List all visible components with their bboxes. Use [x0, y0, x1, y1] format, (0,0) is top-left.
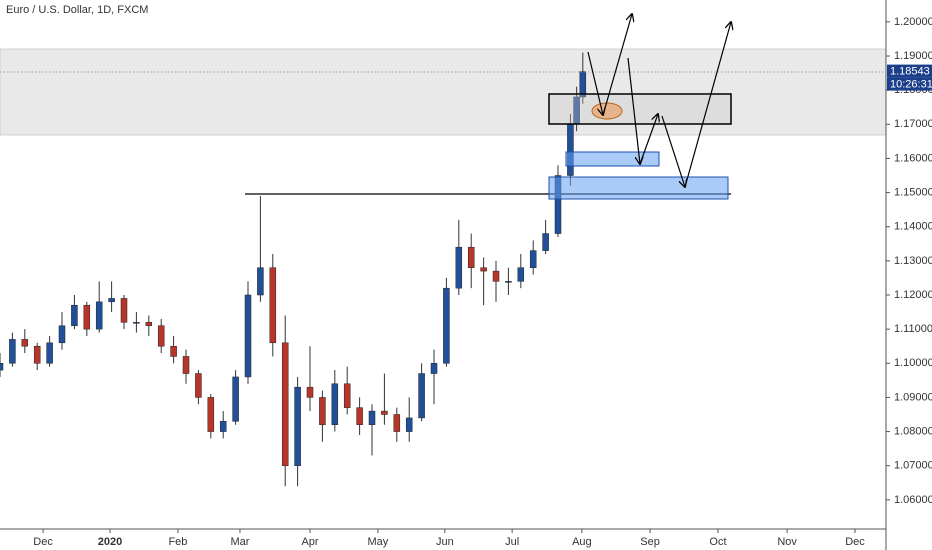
candle-body: [418, 373, 425, 419]
x-tick-label: May: [368, 536, 389, 548]
candle-body: [331, 383, 339, 425]
y-tick-label: 1.14000: [894, 221, 932, 233]
candle-body: [33, 345, 41, 364]
candle-body: [281, 342, 289, 466]
arrow: [661, 115, 685, 187]
y-tick-label: 1.19000: [894, 50, 932, 62]
x-tick-label: 2020: [98, 536, 122, 548]
candle-body: [232, 376, 239, 422]
candle-body: [381, 410, 388, 415]
x-tick-label: Nov: [777, 536, 797, 548]
candle-body: [579, 71, 587, 98]
candle-body: [257, 267, 264, 296]
resistance-zone: [0, 48, 887, 136]
y-tick-label: 1.20000: [894, 16, 932, 28]
candle-body: [195, 373, 202, 398]
candle-body: [133, 322, 140, 324]
x-tick-label: Jun: [436, 536, 454, 548]
last-price-label: 1.18543: [890, 66, 930, 78]
y-tick-label: 1.12000: [894, 289, 932, 301]
blue-zone: [548, 176, 729, 200]
candle-body: [294, 386, 301, 466]
candle-body: [443, 287, 450, 364]
drawings-back: [0, 48, 887, 195]
x-tick-label: Jul: [505, 536, 519, 548]
candle-body: [120, 298, 128, 323]
x-tick-label: Aug: [572, 536, 592, 548]
y-tick-label: 1.17000: [894, 118, 932, 130]
arrow: [587, 51, 603, 115]
arrow: [602, 14, 632, 116]
x-tick-label: Feb: [168, 536, 187, 548]
candle-body: [567, 124, 574, 176]
candle-body: [108, 298, 115, 303]
candle-body: [393, 414, 401, 432]
candle-body: [21, 339, 29, 347]
candle-body: [505, 281, 512, 283]
chart-title: Euro / U.S. Dollar, 1D, FXCM: [6, 4, 148, 16]
y-tick-label: 1.11000: [894, 323, 932, 335]
countdown-box: [887, 77, 932, 91]
candle-body: [95, 301, 103, 330]
candle-body: [529, 250, 537, 268]
drawings: [0, 14, 886, 200]
candle-body: [455, 246, 463, 289]
candle-body: [71, 304, 78, 326]
candle-body: [83, 304, 91, 330]
y-tick-label: 1.07000: [894, 460, 932, 472]
candle-body: [356, 407, 363, 425]
blue-zone: [565, 151, 660, 167]
candle-body: [319, 397, 326, 425]
x-tick-label: Apr: [301, 536, 318, 548]
candle-body: [480, 267, 487, 272]
x-tick-label: Dec: [845, 536, 865, 548]
x-tick-label: Dec: [33, 536, 53, 548]
y-tick-label: 1.10000: [894, 357, 932, 369]
candle-body: [244, 294, 252, 378]
arrow: [684, 22, 731, 188]
candle-body: [492, 270, 500, 282]
y-tick-label: 1.15000: [894, 186, 932, 198]
candle-body: [368, 410, 376, 425]
candle-body: [405, 417, 413, 432]
candle-body: [343, 383, 351, 408]
candle-body: [467, 246, 475, 268]
y-tick-label: 1.09000: [894, 391, 932, 403]
candle-body: [430, 363, 438, 374]
candle-body: [145, 322, 153, 326]
y-tick-label: 1.13000: [894, 255, 932, 267]
candle-body: [46, 342, 53, 364]
candle-body: [58, 325, 66, 344]
axes: 1.06000 1.07000 1.08000 1.09000 1.10000 1.110…: [33, 16, 932, 548]
arrow: [639, 114, 658, 165]
candle-body: [306, 386, 314, 398]
candle-body: [517, 267, 525, 282]
x-tick-label: Sep: [640, 536, 660, 548]
candle-body: [207, 397, 215, 432]
candle-body: [0, 363, 4, 371]
box-zone: [548, 93, 732, 125]
candle-body: [9, 339, 16, 364]
candle-body: [554, 175, 562, 234]
y-tick-label: 1.16000: [894, 152, 932, 164]
y-tick-label: 1.08000: [894, 425, 932, 437]
y-tick-label: 1.06000: [894, 494, 932, 506]
candle-body: [269, 267, 277, 344]
arrow: [627, 57, 640, 164]
target-ellipse: [591, 102, 623, 120]
candle-body: [170, 345, 177, 357]
last-price-box: [887, 64, 932, 78]
candle-body: [219, 421, 227, 432]
x-tick-label: Oct: [709, 536, 726, 548]
candle-body: [157, 325, 165, 347]
candle-body: [182, 356, 190, 374]
countdown-label: 10:26:31: [890, 79, 932, 91]
candle-body: [542, 233, 549, 251]
x-tick-label: Mar: [230, 536, 249, 548]
